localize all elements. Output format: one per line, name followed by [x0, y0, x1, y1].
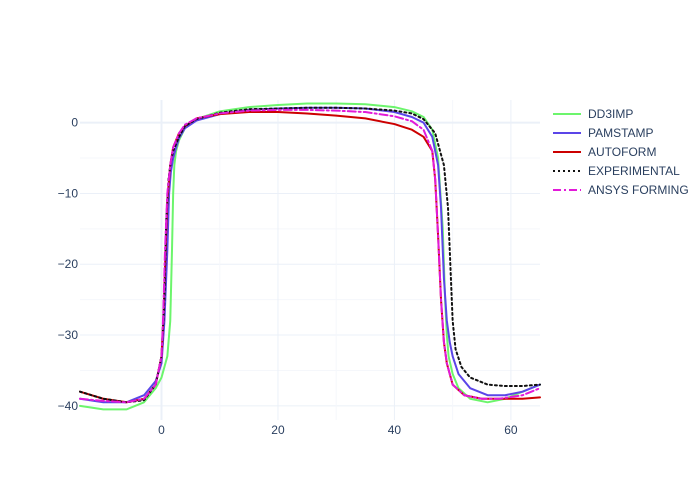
x-tick-label: 0 — [158, 423, 165, 437]
legend-label: PAMSTAMP — [588, 126, 654, 140]
x-tick-label: 40 — [388, 423, 402, 437]
legend-item[interactable]: EXPERIMENTAL — [553, 164, 680, 178]
legend-item[interactable]: ANSYS FORMING — [553, 183, 689, 197]
x-tick-label: 20 — [271, 423, 285, 437]
legend-label: EXPERIMENTAL — [588, 164, 680, 178]
y-axis-tick-labels: 0 −10 −20 −30 −40 — [58, 116, 79, 413]
x-tick-label: 60 — [504, 423, 518, 437]
grid-lines — [80, 100, 540, 420]
legend-label: AUTOFORM — [588, 145, 656, 159]
series-line-ansys-forming — [79, 108, 541, 404]
y-tick-label: 0 — [71, 116, 78, 130]
y-tick-label: −20 — [58, 257, 79, 271]
y-tick-label: −40 — [58, 399, 79, 413]
legend-item[interactable]: DD3IMP — [553, 107, 633, 121]
y-tick-label: −30 — [58, 328, 79, 342]
y-tick-label: −10 — [58, 186, 79, 200]
series-layer — [79, 102, 541, 411]
legend-item[interactable]: PAMSTAMP — [553, 126, 654, 140]
legend-item[interactable]: AUTOFORM — [553, 145, 656, 159]
x-axis-tick-labels: 0 20 40 60 — [158, 423, 518, 437]
legend[interactable]: DD3IMP PAMSTAMP AUTOFORM EXPERIMENTAL ANSYS … — [553, 107, 689, 197]
legend-label: DD3IMP — [588, 107, 633, 121]
series-line-dd3imp — [79, 102, 541, 411]
zero-lines — [80, 100, 540, 420]
legend-label: ANSYS FORMING — [588, 183, 689, 197]
